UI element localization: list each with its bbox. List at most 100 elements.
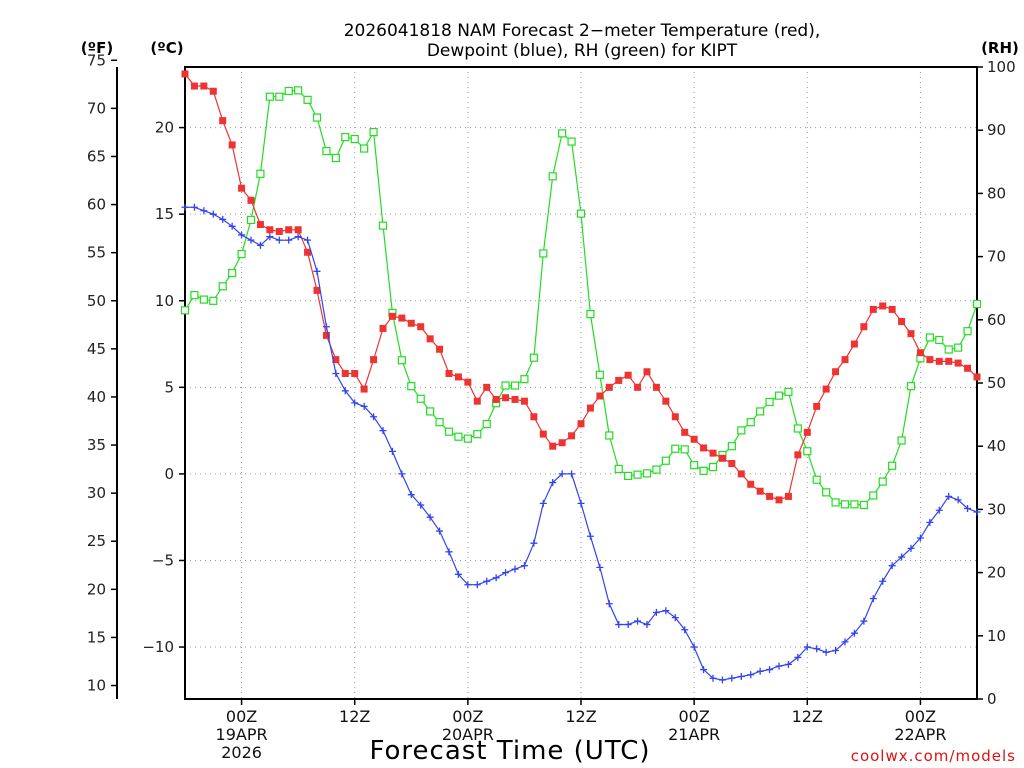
rh-point-38 xyxy=(539,249,548,258)
rh-point-77 xyxy=(906,382,916,391)
temperature-series xyxy=(181,70,981,504)
x-tick-label-3-0: 12Z xyxy=(565,707,596,726)
dewpoint-point-9 xyxy=(266,233,274,241)
dewpoint-point-77 xyxy=(907,544,915,552)
rh-point-47 xyxy=(624,471,633,481)
rh-point-69 xyxy=(831,498,840,507)
c-tick-label-4: 0 xyxy=(164,465,174,483)
dewpoint-point-5 xyxy=(228,222,236,230)
dewpoint-point-78 xyxy=(916,534,924,542)
rh-tick-label-1: 90 xyxy=(987,121,1006,139)
f-tick-label-4: 55 xyxy=(87,244,106,262)
rh-point-15 xyxy=(322,146,331,156)
dewpoint-point-11 xyxy=(285,236,293,244)
rh-point-49 xyxy=(642,469,652,478)
temperature-point-57 xyxy=(718,454,726,462)
rh-point-63 xyxy=(774,391,784,400)
temperature-point-42 xyxy=(577,420,585,428)
rh-point-2 xyxy=(199,295,208,304)
temperature-point-82 xyxy=(954,359,962,367)
dewpoint-point-4 xyxy=(219,215,227,223)
temperature-point-78 xyxy=(916,349,924,357)
c-tick-label-2: 10 xyxy=(155,292,174,310)
rh-point-14 xyxy=(312,113,322,122)
temperature-point-27 xyxy=(436,345,444,353)
dewpoint-point-3 xyxy=(209,210,217,218)
rh-point-45 xyxy=(605,431,614,440)
temperature-point-4 xyxy=(219,117,227,125)
temperature-point-51 xyxy=(662,397,670,405)
rh-point-17 xyxy=(341,133,350,142)
dewpoint-series xyxy=(181,203,981,684)
rh-point-64 xyxy=(784,387,793,396)
rh-point-30 xyxy=(463,434,472,443)
dewpoint-point-31 xyxy=(473,581,481,589)
dewpoint-point-71 xyxy=(850,629,858,637)
rh-point-29 xyxy=(454,432,463,441)
dewpoint-point-61 xyxy=(756,667,764,675)
rh-point-9 xyxy=(265,92,274,101)
dewpoint-point-72 xyxy=(860,617,868,625)
x-tick-label-6-1: 22APR xyxy=(894,725,946,744)
x-tick-label-0-1: 19APR xyxy=(216,725,268,744)
x-tick-label-2-1: 20APR xyxy=(442,725,494,744)
rh-point-43 xyxy=(586,310,595,319)
temperature-point-8 xyxy=(256,221,264,229)
temperature-point-34 xyxy=(502,394,510,402)
f-tick-label-8: 35 xyxy=(87,436,106,454)
temperature-point-53 xyxy=(681,428,689,436)
rh-point-74 xyxy=(878,477,887,486)
x-tick-label-1-0: 12Z xyxy=(339,707,370,726)
rh-point-8 xyxy=(256,169,265,178)
dewpoint-point-18 xyxy=(351,399,359,407)
rh-point-35 xyxy=(510,381,520,390)
dewpoint-point-65 xyxy=(794,653,802,661)
dewpoint-point-49 xyxy=(643,621,651,629)
temperature-point-20 xyxy=(370,356,378,364)
c-tick-label-3: 5 xyxy=(164,378,174,396)
rh-point-73 xyxy=(869,491,878,500)
temperature-point-54 xyxy=(690,435,698,443)
source-credit: coolwx.com/models xyxy=(851,747,1016,765)
temperature-point-14 xyxy=(313,286,321,294)
dewpoint-line xyxy=(185,206,978,681)
dewpoint-point-35 xyxy=(511,565,519,573)
temperature-point-70 xyxy=(841,356,849,364)
dewpoint-point-0 xyxy=(181,203,189,211)
rh-tick-label-2: 80 xyxy=(987,184,1006,202)
dewpoint-point-27 xyxy=(436,527,444,535)
temperature-point-68 xyxy=(822,385,830,393)
dewpoint-point-74 xyxy=(879,577,887,585)
dewpoint-point-55 xyxy=(700,666,708,674)
f-tick-label-13: 10 xyxy=(87,677,106,695)
x-tick-label-2-0: 00Z xyxy=(452,707,483,726)
dewpoint-point-23 xyxy=(398,470,406,478)
temperature-point-3 xyxy=(209,87,217,95)
rh-point-65 xyxy=(793,424,802,433)
fahrenheit-axis: 75 70 65 60 55 50 45 40 35 30 25 20 15 10 xyxy=(87,51,118,699)
temperature-point-62 xyxy=(766,492,774,500)
temperature-point-13 xyxy=(304,248,312,256)
temperature-point-58 xyxy=(728,460,736,468)
dewpoint-point-30 xyxy=(464,581,472,589)
temperature-point-26 xyxy=(426,335,434,343)
rh-point-72 xyxy=(859,500,868,510)
rh-point-59 xyxy=(737,426,746,435)
temperature-point-23 xyxy=(398,314,406,322)
dewpoint-point-2 xyxy=(200,207,208,215)
dewpoint-point-51 xyxy=(662,607,670,615)
temperature-point-63 xyxy=(775,496,783,504)
rh-point-16 xyxy=(331,153,340,163)
x-tick-label-4-0: 00Z xyxy=(678,707,709,726)
dewpoint-point-41 xyxy=(568,470,576,478)
f-tick-label-10: 25 xyxy=(87,532,106,550)
dewpoint-point-79 xyxy=(926,518,934,526)
temperature-point-33 xyxy=(492,395,500,403)
temperature-point-36 xyxy=(520,397,528,405)
rh-point-24 xyxy=(407,382,416,391)
rh-point-61 xyxy=(756,407,765,416)
rh-point-10 xyxy=(275,92,284,101)
rh-point-76 xyxy=(897,436,906,445)
dewpoint-point-33 xyxy=(492,574,500,582)
temperature-point-12 xyxy=(294,226,302,234)
